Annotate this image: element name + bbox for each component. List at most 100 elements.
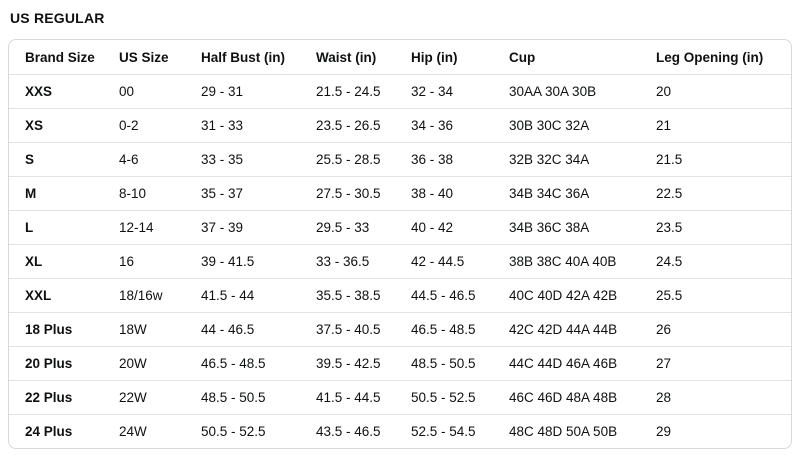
size-value-cell: 52.5 - 54.5 <box>395 414 493 448</box>
size-value-cell: 34B 36C 38A <box>493 210 640 244</box>
size-value-cell: 32 - 34 <box>395 74 493 108</box>
size-value-cell: 22.5 <box>640 176 791 210</box>
size-value-cell: 40 - 42 <box>395 210 493 244</box>
brand-size-cell: 20 Plus <box>9 346 103 380</box>
size-value-cell: 41.5 - 44 <box>185 278 300 312</box>
size-value-cell: 46.5 - 48.5 <box>395 312 493 346</box>
column-header: Hip (in) <box>411 49 458 65</box>
size-value-cell: 27 <box>640 346 791 380</box>
size-value-cell: 50.5 - 52.5 <box>395 380 493 414</box>
brand-size-cell: 18 Plus <box>9 312 103 346</box>
size-value-cell: 26 <box>640 312 791 346</box>
size-value-cell: 21 <box>640 108 791 142</box>
size-value-cell: 35 - 37 <box>185 176 300 210</box>
size-value-cell: 29 <box>640 414 791 448</box>
size-value-cell: 50.5 - 52.5 <box>185 414 300 448</box>
size-value-cell: 23.5 - 26.5 <box>300 108 395 142</box>
column-header: Cup <box>509 49 536 65</box>
size-value-cell: 32B 32C 34A <box>493 142 640 176</box>
table-row: XXL 18/16w 41.5 - 44 35.5 - 38.5 44.5 - 46.5… <box>9 278 791 312</box>
size-value-cell: 31 - 33 <box>185 108 300 142</box>
size-value-cell: 48.5 - 50.5 <box>185 380 300 414</box>
size-value-cell: 46C 46D 48A 48B <box>493 380 640 414</box>
size-value-cell: 38 - 40 <box>395 176 493 210</box>
page-title: US REGULAR <box>10 10 105 26</box>
size-value-cell: 30B 30C 32A <box>493 108 640 142</box>
size-value-cell: 37 - 39 <box>185 210 300 244</box>
size-value-cell: 23.5 <box>640 210 791 244</box>
size-value-cell: 12-14 <box>103 210 185 244</box>
column-header: Brand Size <box>25 49 95 65</box>
brand-size-cell: XL <box>9 244 103 278</box>
column-header: Leg Opening (in) <box>656 49 764 65</box>
size-value-cell: 35.5 - 38.5 <box>300 278 395 312</box>
size-value-cell: 00 <box>103 74 185 108</box>
brand-size-cell: 24 Plus <box>9 414 103 448</box>
size-value-cell: 48.5 - 50.5 <box>395 346 493 380</box>
size-value-cell: 16 <box>103 244 185 278</box>
size-chart-table: Brand Size US Size Half Bust (in) Waist (in… <box>8 39 792 449</box>
size-value-cell: 8-10 <box>103 176 185 210</box>
table-row: M 8-10 35 - 37 27.5 - 30.5 38 - 40 34B 34C 36… <box>9 176 791 210</box>
size-value-cell: 41.5 - 44.5 <box>300 380 395 414</box>
size-value-cell: 0-2 <box>103 108 185 142</box>
size-value-cell: 25.5 - 28.5 <box>300 142 395 176</box>
size-value-cell: 42 - 44.5 <box>395 244 493 278</box>
size-value-cell: 20 <box>640 74 791 108</box>
size-value-cell: 37.5 - 40.5 <box>300 312 395 346</box>
size-value-cell: 44 - 46.5 <box>185 312 300 346</box>
table-row: XL 16 39 - 41.5 33 - 36.5 42 - 44.5 38B 38C 4… <box>9 244 791 278</box>
size-value-cell: 34B 34C 36A <box>493 176 640 210</box>
table-header-row: Brand Size US Size Half Bust (in) Waist (in… <box>9 40 791 74</box>
size-value-cell: 28 <box>640 380 791 414</box>
size-value-cell: 24W <box>103 414 185 448</box>
table-row: L 12-14 37 - 39 29.5 - 33 40 - 42 34B 36C 38A… <box>9 210 791 244</box>
size-value-cell: 30AA 30A 30B <box>493 74 640 108</box>
size-value-cell: 24.5 <box>640 244 791 278</box>
size-value-cell: 44C 44D 46A 46B <box>493 346 640 380</box>
size-value-cell: 34 - 36 <box>395 108 493 142</box>
brand-size-cell: XS <box>9 108 103 142</box>
column-header: US Size <box>119 49 169 65</box>
size-value-cell: 20W <box>103 346 185 380</box>
size-value-cell: 21.5 <box>640 142 791 176</box>
size-value-cell: 38B 38C 40A 40B <box>493 244 640 278</box>
table-row: XXS 00 29 - 31 21.5 - 24.5 32 - 34 30AA 30A 3… <box>9 74 791 108</box>
column-header: Waist (in) <box>316 49 377 65</box>
size-value-cell: 39.5 - 42.5 <box>300 346 395 380</box>
size-value-cell: 27.5 - 30.5 <box>300 176 395 210</box>
brand-size-cell: S <box>9 142 103 176</box>
size-value-cell: 25.5 <box>640 278 791 312</box>
size-value-cell: 46.5 - 48.5 <box>185 346 300 380</box>
size-value-cell: 33 - 35 <box>185 142 300 176</box>
size-value-cell: 48C 48D 50A 50B <box>493 414 640 448</box>
size-value-cell: 22W <box>103 380 185 414</box>
table-row: 20 Plus 20W 46.5 - 48.5 39.5 - 42.5 48.5 - 5… <box>9 346 791 380</box>
brand-size-cell: 22 Plus <box>9 380 103 414</box>
size-value-cell: 21.5 - 24.5 <box>300 74 395 108</box>
size-value-cell: 33 - 36.5 <box>300 244 395 278</box>
size-value-cell: 29.5 - 33 <box>300 210 395 244</box>
size-value-cell: 18/16w <box>103 278 185 312</box>
table-row: 24 Plus 24W 50.5 - 52.5 43.5 - 46.5 52.5 - 5… <box>9 414 791 448</box>
size-value-cell: 18W <box>103 312 185 346</box>
size-value-cell: 43.5 - 46.5 <box>300 414 395 448</box>
size-value-cell: 39 - 41.5 <box>185 244 300 278</box>
brand-size-cell: XXL <box>9 278 103 312</box>
size-value-cell: 40C 40D 42A 42B <box>493 278 640 312</box>
brand-size-cell: L <box>9 210 103 244</box>
table-body: XXS 00 29 - 31 21.5 - 24.5 32 - 34 30AA 30A 3… <box>9 74 791 448</box>
table-row: 22 Plus 22W 48.5 - 50.5 41.5 - 44.5 50.5 - 5… <box>9 380 791 414</box>
brand-size-cell: M <box>9 176 103 210</box>
size-value-cell: 4-6 <box>103 142 185 176</box>
column-header: Half Bust (in) <box>201 49 285 65</box>
table-row: S 4-6 33 - 35 25.5 - 28.5 36 - 38 32B 32C 34A… <box>9 142 791 176</box>
size-value-cell: 44.5 - 46.5 <box>395 278 493 312</box>
size-value-cell: 36 - 38 <box>395 142 493 176</box>
size-value-cell: 42C 42D 44A 44B <box>493 312 640 346</box>
table-row: XS 0-2 31 - 33 23.5 - 26.5 34 - 36 30B 30C 32… <box>9 108 791 142</box>
table-row: 18 Plus 18W 44 - 46.5 37.5 - 40.5 46.5 - 48.… <box>9 312 791 346</box>
brand-size-cell: XXS <box>9 74 103 108</box>
size-value-cell: 29 - 31 <box>185 74 300 108</box>
